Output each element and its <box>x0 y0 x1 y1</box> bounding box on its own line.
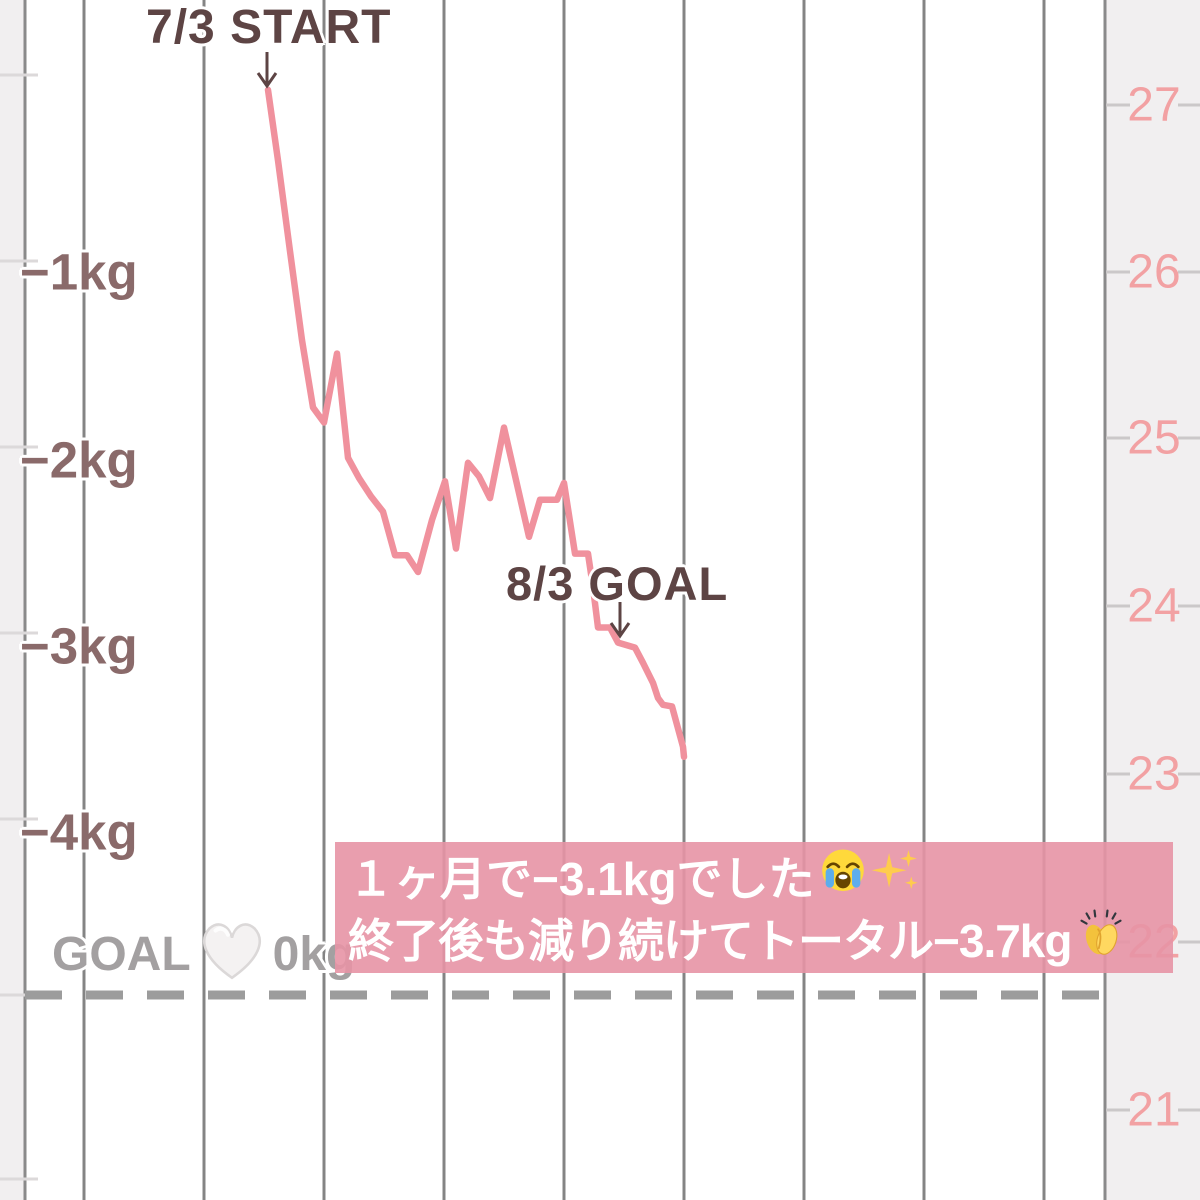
right-axis-panel <box>1106 0 1200 1200</box>
white-heart-emoji <box>193 912 271 996</box>
weight-line <box>264 86 688 761</box>
start-annotation: 7/3 START <box>146 0 391 55</box>
left-axis-label-minus3kg: −3kg <box>20 617 138 675</box>
result-banner: １ヶ月で−3.1kgでした <box>335 842 1173 973</box>
right-axis-value-27: 27 <box>1127 78 1181 132</box>
left-axis-strip <box>0 0 25 1200</box>
result-banner-line1: １ヶ月で−3.1kgでした <box>348 845 1173 907</box>
left-axis-label-minus2kg: −2kg <box>20 431 138 489</box>
goal-target-label: GOAL 0kg <box>52 923 355 982</box>
left-axis-label-minus4kg: −4kg <box>20 803 138 861</box>
goal-annotation: 8/3 GOAL <box>506 556 728 611</box>
right-axis-value-24: 24 <box>1127 579 1181 633</box>
sparkles-emoji <box>871 846 921 907</box>
left-axis-label-minus1kg: −1kg <box>20 243 138 301</box>
right-axis-value-23: 23 <box>1127 747 1181 801</box>
result-banner-line1-text: １ヶ月で−3.1kgでした <box>348 853 815 905</box>
goal-target-prefix: GOAL <box>52 927 191 981</box>
loudly-crying-face-emoji <box>818 846 868 907</box>
right-axis-value-26: 26 <box>1127 245 1181 299</box>
right-axis-value-21: 21 <box>1127 1083 1181 1137</box>
result-banner-line2-text: 終了後も減り続けてトータル−3.7kg <box>348 915 1072 967</box>
clapping-hands-emoji <box>1075 907 1127 970</box>
start-annotation-label: 7/3 START <box>146 1 392 54</box>
right-axis-value-25: 25 <box>1127 411 1181 465</box>
result-banner-line2: 終了後も減り続けてトータル−3.7kg <box>348 907 1173 969</box>
goal-annotation-label: 8/3 GOAL <box>506 557 729 610</box>
